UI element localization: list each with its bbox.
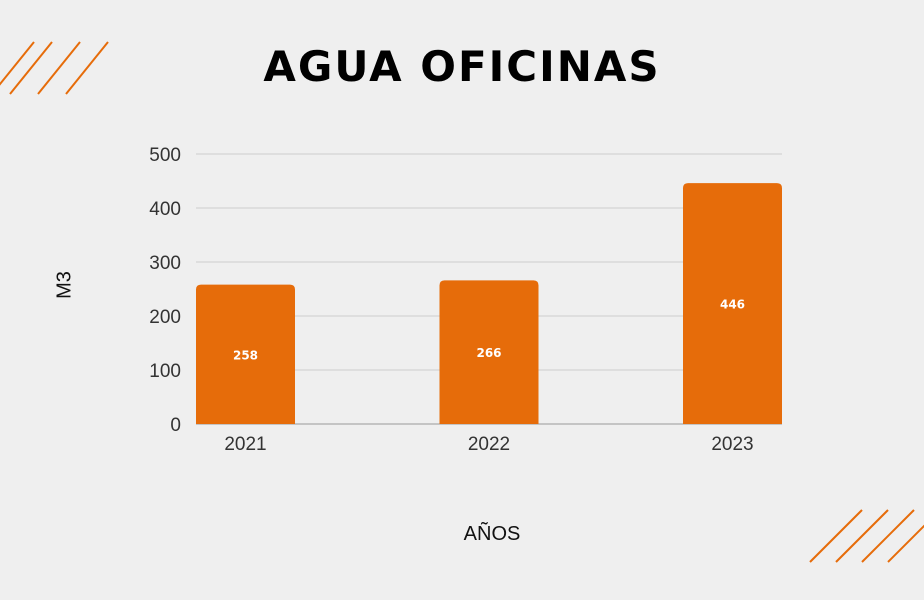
- data-label: 258: [233, 348, 258, 362]
- y-tick-label: 200: [149, 307, 181, 328]
- chart-title: AGUA OFICINAS: [263, 42, 661, 91]
- x-tick-label: 2021: [224, 434, 266, 455]
- x-tick-label: 2023: [711, 434, 753, 455]
- y-tick-label: 400: [149, 199, 181, 220]
- x-tick-label: 2022: [468, 434, 510, 455]
- decorative-stripes-bottom-right: [809, 509, 924, 563]
- data-label: 446: [720, 298, 745, 312]
- bar: [196, 284, 295, 424]
- data-label: 266: [476, 346, 501, 360]
- y-axis-label: M3: [53, 271, 76, 299]
- decorative-stripes-top-left: [0, 41, 109, 95]
- y-tick-label: 500: [149, 145, 181, 166]
- bar: [683, 183, 782, 424]
- x-axis-label: AÑOS: [463, 523, 521, 545]
- y-tick-label: 0: [170, 415, 181, 436]
- y-tick-label: 300: [149, 253, 181, 274]
- bar: [439, 280, 539, 424]
- y-tick-label: 100: [149, 361, 181, 382]
